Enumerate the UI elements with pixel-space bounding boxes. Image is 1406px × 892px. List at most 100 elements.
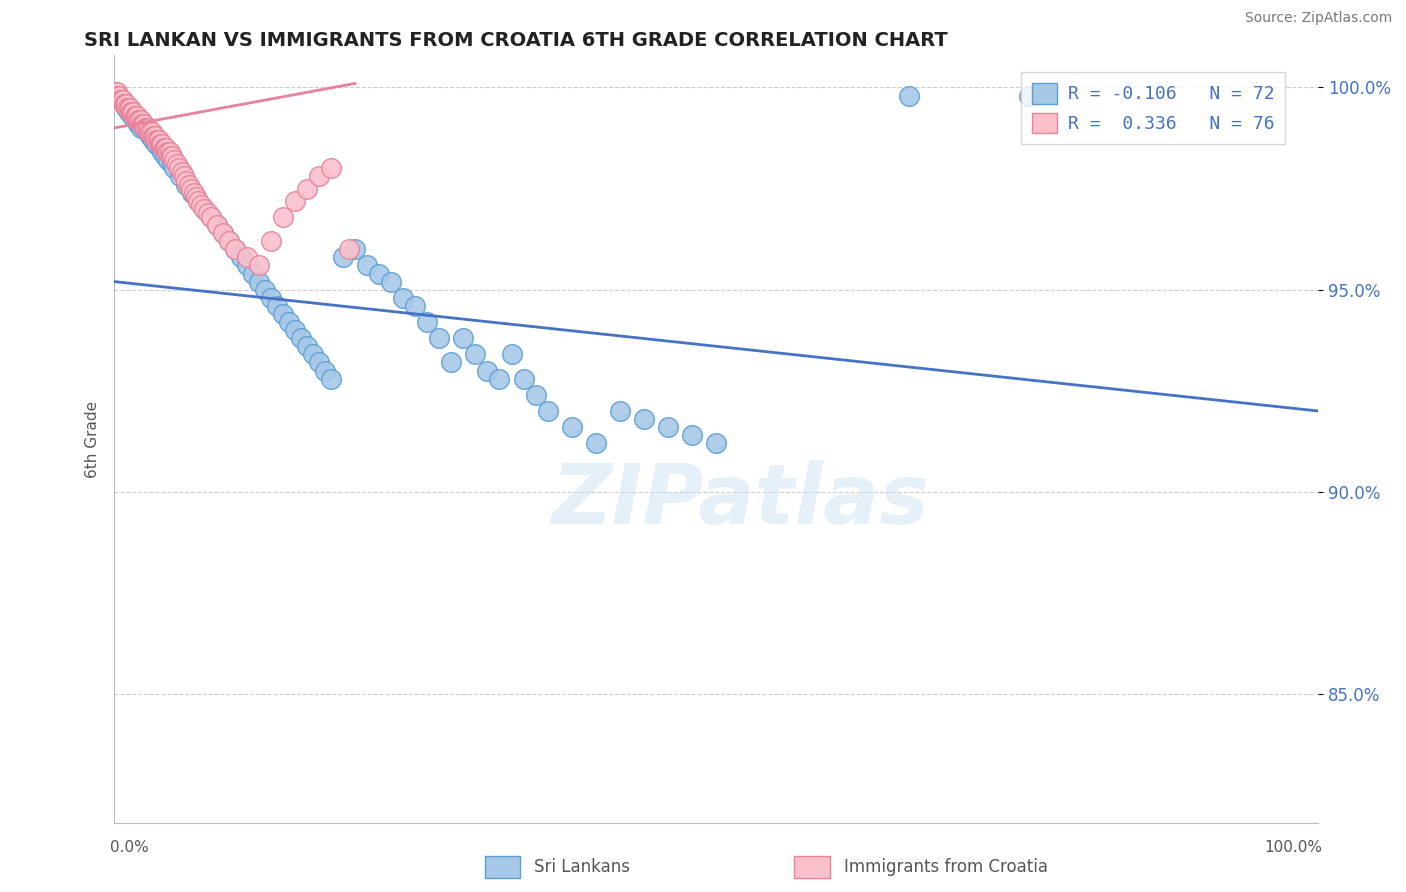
- Point: [290, 331, 312, 345]
- Point: [200, 210, 222, 224]
- Point: [131, 117, 153, 131]
- Point: [205, 218, 228, 232]
- Point: [120, 104, 142, 119]
- Point: [139, 125, 162, 139]
- Point: [271, 210, 294, 224]
- Point: [157, 145, 180, 160]
- Point: [150, 137, 173, 152]
- Point: [122, 104, 145, 119]
- Point: [104, 85, 127, 99]
- Point: [235, 250, 257, 264]
- Point: [183, 186, 205, 200]
- Point: [121, 109, 143, 123]
- Point: [187, 194, 209, 208]
- Point: [132, 117, 155, 131]
- Point: [314, 363, 336, 377]
- Point: [488, 371, 510, 385]
- Point: [153, 141, 176, 155]
- Point: [173, 169, 195, 184]
- Point: [129, 120, 152, 135]
- Point: [117, 101, 139, 115]
- Point: [633, 412, 655, 426]
- Point: [392, 291, 415, 305]
- Point: [117, 104, 139, 119]
- Point: [295, 339, 318, 353]
- Point: [127, 112, 149, 127]
- Point: [343, 242, 366, 256]
- Point: [176, 178, 198, 192]
- Point: [142, 128, 165, 143]
- Point: [138, 125, 160, 139]
- Point: [319, 161, 342, 176]
- Point: [585, 436, 607, 450]
- Point: [142, 128, 165, 143]
- Point: [149, 141, 172, 155]
- Point: [609, 404, 631, 418]
- Point: [108, 93, 131, 107]
- Point: [107, 88, 129, 103]
- Point: [136, 120, 159, 135]
- Point: [177, 178, 200, 192]
- Point: [319, 371, 342, 385]
- Point: [156, 145, 179, 160]
- Point: [235, 259, 257, 273]
- Point: [247, 259, 270, 273]
- Point: [193, 202, 215, 216]
- Point: [127, 117, 149, 131]
- Point: [242, 267, 264, 281]
- Point: [142, 133, 165, 147]
- Point: [115, 101, 138, 115]
- Point: [561, 420, 583, 434]
- Point: [427, 331, 450, 345]
- Point: [368, 267, 391, 281]
- Point: [134, 120, 156, 135]
- Point: [141, 125, 163, 139]
- Point: [150, 145, 173, 160]
- Point: [453, 331, 475, 345]
- Point: [224, 242, 246, 256]
- Point: [163, 153, 186, 168]
- Point: [155, 141, 177, 155]
- Text: SRI LANKAN VS IMMIGRANTS FROM CROATIA 6TH GRADE CORRELATION CHART: SRI LANKAN VS IMMIGRANTS FROM CROATIA 6T…: [84, 31, 948, 50]
- Point: [145, 137, 167, 152]
- Point: [295, 181, 318, 195]
- Point: [139, 128, 162, 143]
- Point: [108, 93, 131, 107]
- Point: [159, 149, 181, 163]
- Point: [211, 226, 233, 240]
- Point: [135, 120, 157, 135]
- Legend: R = -0.106   N = 72, R =  0.336   N = 76: R = -0.106 N = 72, R = 0.336 N = 76: [1021, 72, 1285, 145]
- Point: [200, 210, 222, 224]
- Point: [512, 371, 534, 385]
- Point: [160, 149, 183, 163]
- Point: [464, 347, 486, 361]
- Point: [121, 104, 143, 119]
- Point: [145, 133, 167, 147]
- Point: [118, 101, 141, 115]
- Point: [152, 141, 174, 155]
- Point: [266, 299, 288, 313]
- Point: [193, 202, 215, 216]
- Point: [501, 347, 523, 361]
- Point: [187, 194, 209, 208]
- Point: [184, 189, 207, 203]
- Point: [105, 85, 128, 99]
- Point: [229, 250, 252, 264]
- Point: [197, 206, 219, 220]
- Point: [440, 355, 463, 369]
- Point: [356, 259, 378, 273]
- Point: [253, 283, 276, 297]
- Point: [148, 133, 170, 147]
- Point: [524, 388, 547, 402]
- Point: [125, 109, 148, 123]
- Point: [117, 101, 139, 115]
- Point: [157, 153, 180, 168]
- Point: [302, 347, 325, 361]
- Point: [337, 242, 360, 256]
- Point: [181, 186, 204, 200]
- Text: Immigrants from Croatia: Immigrants from Croatia: [844, 858, 1047, 876]
- Point: [404, 299, 426, 313]
- Point: [308, 169, 330, 184]
- Point: [110, 93, 132, 107]
- Point: [332, 250, 354, 264]
